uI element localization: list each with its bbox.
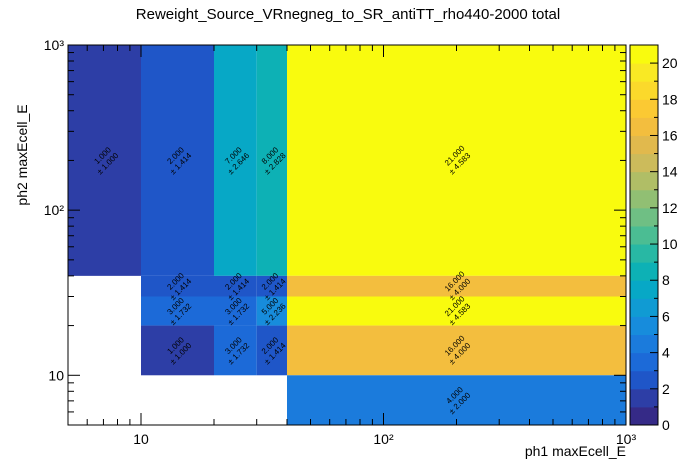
color-scale-band <box>630 298 658 317</box>
heatmap-cell <box>140 325 214 376</box>
heatmap-cell <box>213 296 257 326</box>
color-scale-band <box>630 370 658 390</box>
color-scale-band <box>630 225 658 245</box>
color-scale-label: 14 <box>662 164 678 180</box>
color-scale-band <box>630 262 658 281</box>
plot-frame <box>67 44 627 426</box>
heatmap-cell <box>213 275 257 297</box>
color-scale-band <box>630 352 658 372</box>
color-scale-band <box>630 207 658 227</box>
color-scale-label: 6 <box>662 308 670 324</box>
chart-title: Reweight_Source_VRnegneg_to_SR_antiTT_rh… <box>135 6 561 23</box>
color-scale-band <box>630 406 658 426</box>
color-scale-frame <box>629 44 659 426</box>
heatmap-cell <box>286 375 626 425</box>
heatmap-cell <box>256 45 287 276</box>
heatmap-cell <box>68 45 141 276</box>
heatmap-cells <box>68 45 626 425</box>
heatmap-cell <box>256 275 287 297</box>
color-scale-label: 16 <box>662 127 678 143</box>
heatmap-cell <box>140 45 214 276</box>
x-tick-label: 10³ <box>616 431 637 447</box>
heatmap-cell <box>256 296 287 326</box>
color-scale-band <box>630 99 658 118</box>
heatmap-cell <box>286 275 626 297</box>
x-tick-label: 10 <box>133 431 149 447</box>
y-axis-label: ph2 maxEcell_E <box>14 104 30 205</box>
heatmap-cell <box>286 296 626 326</box>
heatmap-cell <box>140 275 214 297</box>
x-axis-ticks: 10 10² 10³ <box>67 45 637 447</box>
heatmap-cell <box>140 296 214 326</box>
heatmap-cell <box>213 325 257 376</box>
color-scale-band <box>630 280 658 299</box>
color-scale-label: 10 <box>662 236 678 252</box>
heatmap-cell <box>286 45 626 276</box>
color-scale-label: 4 <box>662 345 670 361</box>
color-scale-band <box>630 244 658 263</box>
color-scale-label: 0 <box>662 417 670 433</box>
color-scale-label: 18 <box>662 91 678 107</box>
heatmap-cell <box>286 325 626 376</box>
color-scale-band <box>630 316 658 336</box>
y-tick-label: 10 <box>48 367 64 383</box>
heatmap-cell <box>256 325 287 376</box>
color-scale-label: 8 <box>662 272 670 288</box>
color-scale-label: 12 <box>662 200 678 216</box>
x-tick-label: 10² <box>373 431 394 447</box>
color-scale-band <box>630 117 658 136</box>
y-axis-ticks: 10 10² 10³ <box>44 37 626 426</box>
color-scale: 0 2 4 6 8 10 12 14 16 18 20 <box>629 44 678 433</box>
color-scale-band <box>630 153 658 173</box>
y-tick-label: 10² <box>44 202 65 218</box>
color-scale-band <box>630 63 658 82</box>
color-scale-band <box>630 171 658 191</box>
color-scale-band <box>630 334 658 354</box>
color-scale-band <box>630 388 658 408</box>
color-scale-label: 20 <box>662 55 678 71</box>
color-scale-label: 2 <box>662 381 670 397</box>
x-axis-label: ph1 maxEcell_E <box>525 443 626 459</box>
color-scale-band <box>630 135 658 155</box>
color-scale-band <box>630 45 658 64</box>
heatmap-cell <box>213 45 257 276</box>
y-tick-label: 10³ <box>44 37 65 53</box>
color-scale-band <box>630 81 658 100</box>
color-scale-band <box>630 189 658 209</box>
